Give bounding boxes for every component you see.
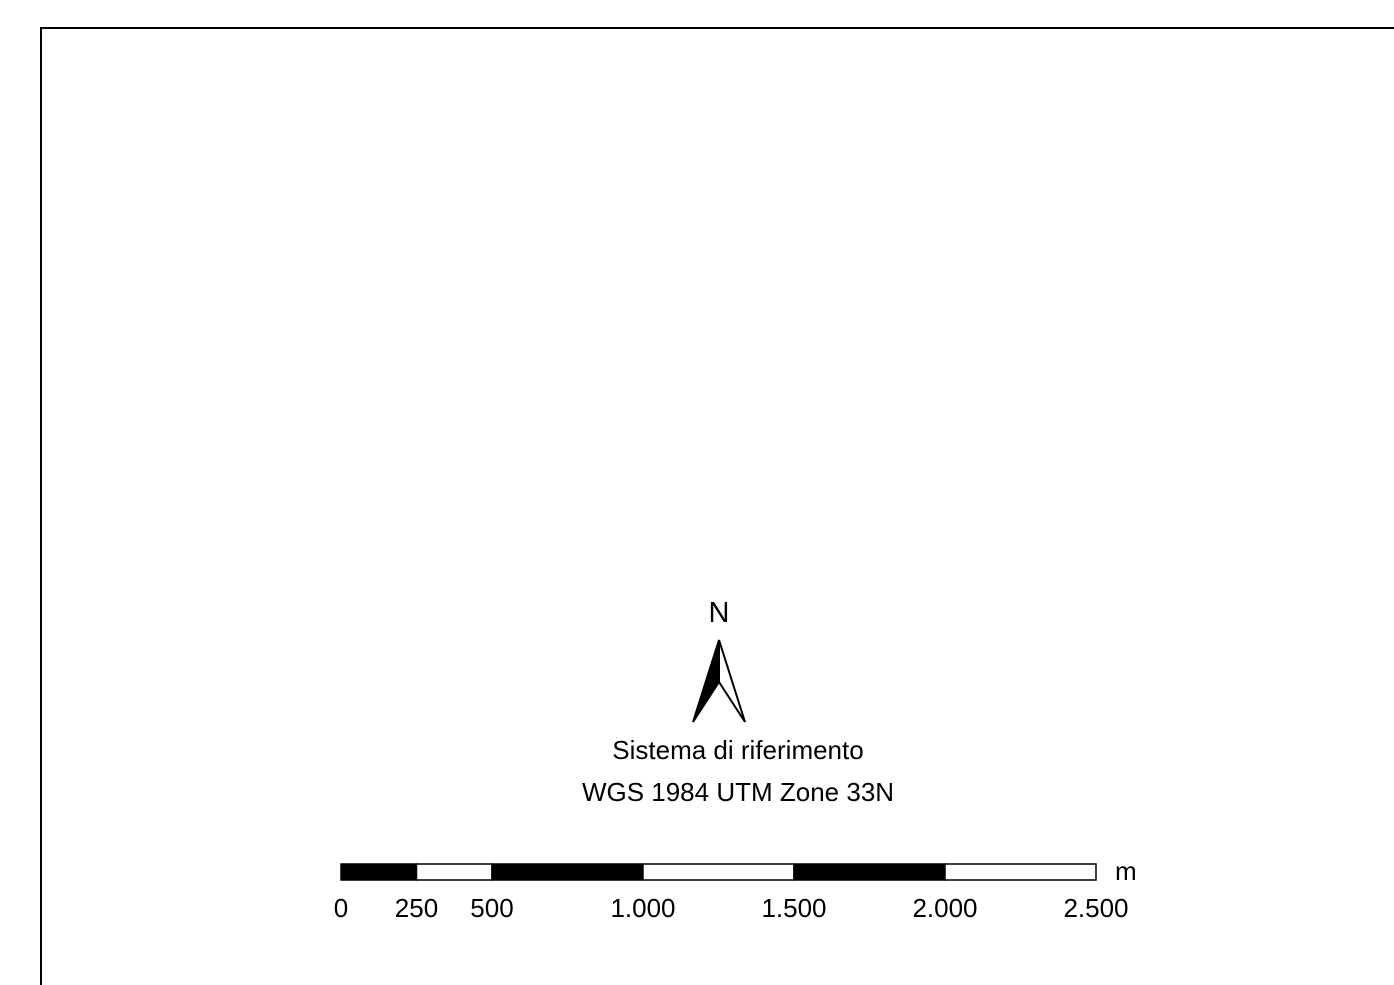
scale-bar-segment bbox=[340, 863, 418, 881]
scale-bar-tick-label: 250 bbox=[395, 893, 438, 923]
north-arrow-light-half bbox=[718, 639, 746, 723]
scale-bar-segment bbox=[793, 863, 946, 881]
scale-bar-labels: 0 250 500 1.000 1.500 2.000 2.500 bbox=[334, 893, 1129, 923]
reference-system-line2: WGS 1984 UTM Zone 33N bbox=[582, 777, 894, 807]
scale-bar-segment bbox=[491, 863, 644, 881]
scale-bar: 0 250 500 1.000 1.500 2.000 2.500 m bbox=[334, 856, 1137, 923]
scale-bar-tick-label: 2.000 bbox=[912, 893, 977, 923]
scale-bar-unit: m bbox=[1115, 856, 1137, 886]
scale-bar-tick-label: 2.500 bbox=[1063, 893, 1128, 923]
scale-bar-segment bbox=[642, 863, 795, 881]
scale-bar-segment bbox=[415, 863, 493, 881]
scale-bar-segments bbox=[340, 863, 1097, 881]
reference-system: Sistema di riferimento WGS 1984 UTM Zone… bbox=[582, 735, 894, 807]
north-arrow-letter: N bbox=[709, 597, 730, 629]
scale-bar-tick-label: 1.500 bbox=[761, 893, 826, 923]
reference-system-line1: Sistema di riferimento bbox=[612, 735, 863, 765]
scale-bar-tick-label: 0 bbox=[334, 893, 348, 923]
scale-bar-segment bbox=[944, 863, 1097, 881]
map-neatline bbox=[40, 27, 1394, 985]
north-arrow: N bbox=[692, 597, 746, 723]
scale-bar-tick-label: 500 bbox=[470, 893, 513, 923]
north-arrow-dark-half bbox=[692, 639, 720, 723]
scale-bar-tick-label: 1.000 bbox=[610, 893, 675, 923]
